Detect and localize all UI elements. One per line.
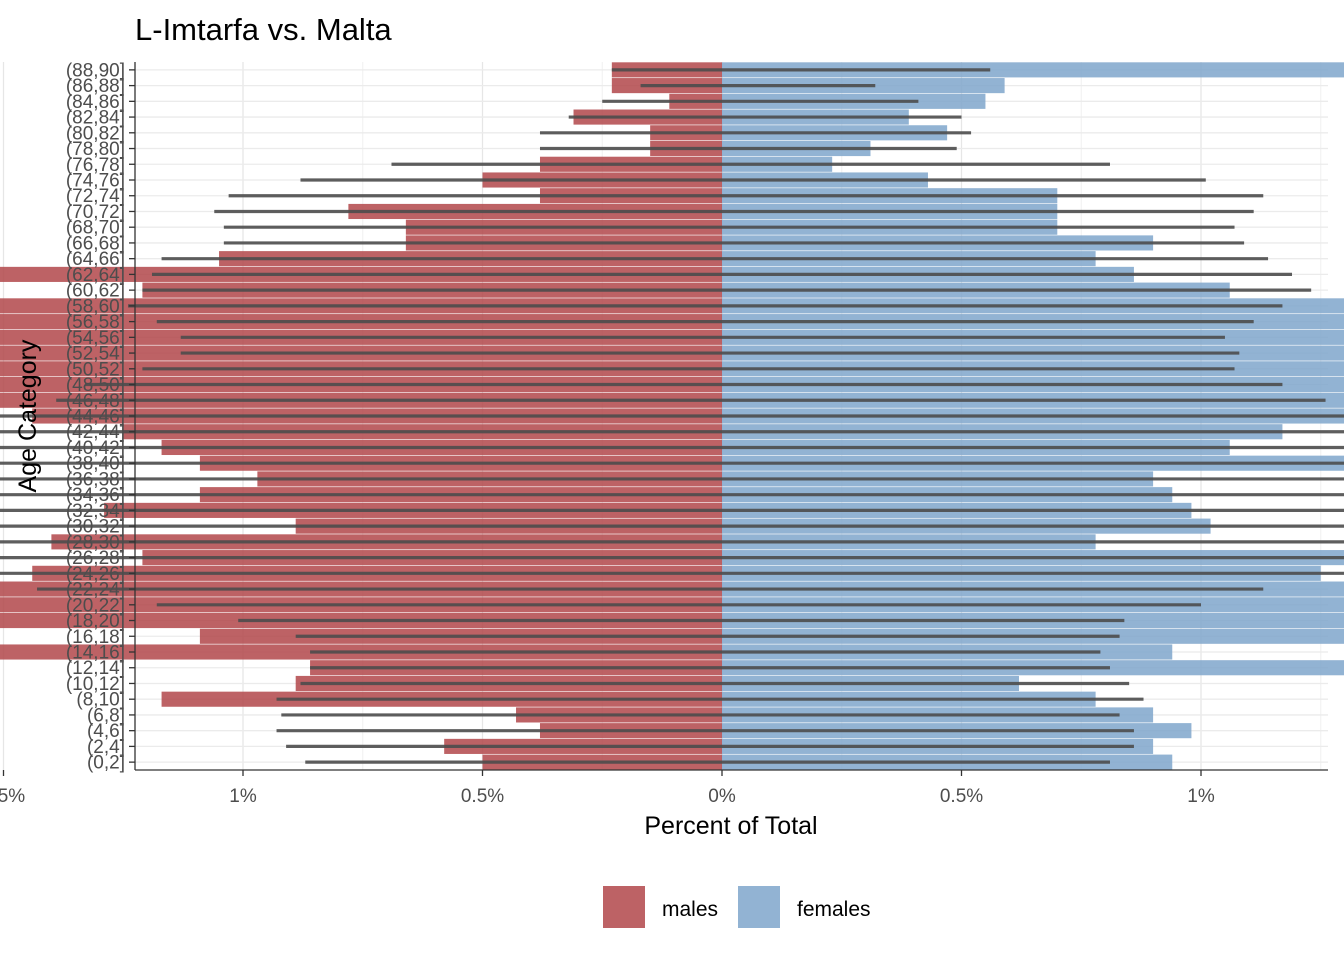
y-tick-label: (4,6]	[87, 721, 125, 742]
y-tick-label: (42,44]	[66, 422, 125, 443]
y-tick-labels: (0,2](2,4](4,6](6,8](8,10](10,12](12,14]…	[66, 60, 135, 774]
x-tick-label: 1.5%	[0, 786, 25, 807]
y-tick-label: (64,66]	[66, 249, 125, 270]
y-tick-label: (84,86]	[66, 92, 125, 113]
y-tick-label: (78,80]	[66, 139, 125, 160]
y-tick-label: (82,84]	[66, 108, 125, 129]
y-tick-label: (6,8]	[87, 705, 125, 726]
y-tick-label: (80,82]	[66, 123, 125, 144]
y-tick-label: (62,64]	[66, 265, 125, 286]
y-tick-label: (30,32]	[66, 517, 125, 538]
y-tick-label: (36,38]	[66, 469, 125, 490]
y-tick-label: (40,42]	[66, 438, 125, 459]
y-tick-label: (66,68]	[66, 233, 125, 254]
y-tick-label: (14,16]	[66, 643, 125, 664]
y-tick-label: (56,58]	[66, 312, 125, 333]
legend-key-males	[603, 886, 645, 928]
chart-title: L-Imtarfa vs. Malta	[135, 12, 392, 47]
y-tick-label: (70,72]	[66, 202, 125, 223]
y-tick-label: (32,34]	[66, 501, 125, 522]
legend: males females	[603, 886, 871, 928]
y-tick-label: (24,26]	[66, 564, 125, 585]
y-tick-label: (50,52]	[66, 359, 125, 380]
y-tick-label: (38,40]	[66, 454, 125, 475]
reference-lines	[0, 68, 1344, 764]
y-tick-label: (16,18]	[66, 627, 125, 648]
x-tick-label: 0.5%	[461, 786, 504, 807]
y-tick-label: (18,20]	[66, 611, 125, 632]
y-tick-label: (2,4]	[87, 737, 125, 758]
bars	[0, 62, 1344, 770]
x-tick-label: 1%	[229, 786, 257, 807]
female-bar-44	[722, 62, 1344, 78]
y-tick-label: (22,24]	[66, 580, 125, 601]
y-tick-label: (28,30]	[66, 532, 125, 553]
x-axis-title: Percent of Total	[644, 812, 817, 840]
y-tick-label: (68,70]	[66, 218, 125, 239]
y-tick-label: (86,88]	[66, 76, 125, 97]
x-tick-label: 0.5%	[940, 786, 983, 807]
legend-label-females: females	[797, 898, 871, 921]
x-tick-label: 0%	[708, 786, 736, 807]
y-tick-label: (26,28]	[66, 548, 125, 569]
y-tick-label: (60,62]	[66, 281, 125, 302]
y-tick-label: (72,74]	[66, 186, 125, 207]
y-tick-label: (44,46]	[66, 407, 125, 428]
y-tick-label: (52,54]	[66, 344, 125, 365]
y-tick-label: (74,76]	[66, 171, 125, 192]
y-tick-label: (8,10]	[76, 690, 125, 711]
x-tick-label: 1%	[1187, 786, 1215, 807]
y-tick-label: (34,36]	[66, 485, 125, 506]
x-tick-labels: 2%1.5%1%0.5%0%0.5%1%1.5%2%2.5%	[0, 770, 1215, 807]
legend-key-females	[738, 886, 780, 928]
y-tick-label: (12,14]	[66, 658, 125, 679]
y-tick-label: (0,2]	[87, 753, 125, 774]
y-tick-label: (46,48]	[66, 391, 125, 412]
y-tick-label: (48,50]	[66, 375, 125, 396]
y-tick-label: (54,56]	[66, 328, 125, 349]
y-axis-title: Age Category	[14, 339, 42, 492]
y-tick-label: (10,12]	[66, 674, 125, 695]
legend-label-males: males	[662, 898, 718, 921]
y-tick-label: (20,22]	[66, 595, 125, 616]
y-tick-label: (76,78]	[66, 155, 125, 176]
y-tick-label: (88,90]	[66, 60, 125, 81]
y-tick-label: (58,60]	[66, 296, 125, 317]
